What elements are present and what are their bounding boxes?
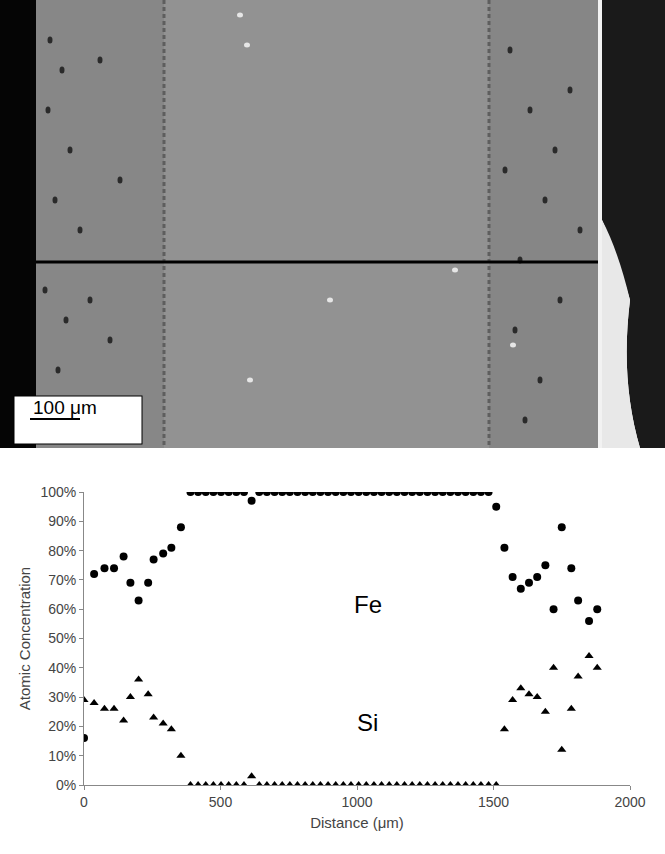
svg-text:500: 500 — [209, 794, 233, 810]
svg-text:1000: 1000 — [341, 794, 372, 810]
svg-text:1500: 1500 — [478, 794, 509, 810]
svg-text:Fe: Fe — [354, 591, 382, 618]
svg-text:0%: 0% — [56, 777, 76, 793]
svg-text:10%: 10% — [48, 748, 76, 764]
svg-text:80%: 80% — [48, 543, 76, 559]
svg-text:70%: 70% — [48, 572, 76, 588]
svg-text:2000: 2000 — [614, 794, 645, 810]
svg-text:90%: 90% — [48, 513, 76, 529]
svg-text:20%: 20% — [48, 718, 76, 734]
svg-text:Si: Si — [357, 709, 378, 736]
svg-text:100%: 100% — [40, 484, 76, 500]
svg-text:Distance (μm): Distance (μm) — [310, 814, 404, 831]
svg-text:Atomic Concentration: Atomic Concentration — [16, 567, 33, 710]
svg-text:30%: 30% — [48, 689, 76, 705]
svg-text:60%: 60% — [48, 601, 76, 617]
svg-text:50%: 50% — [48, 630, 76, 646]
svg-text:40%: 40% — [48, 660, 76, 676]
svg-text:0: 0 — [80, 794, 88, 810]
svg-text:100 μm: 100 μm — [33, 397, 97, 418]
